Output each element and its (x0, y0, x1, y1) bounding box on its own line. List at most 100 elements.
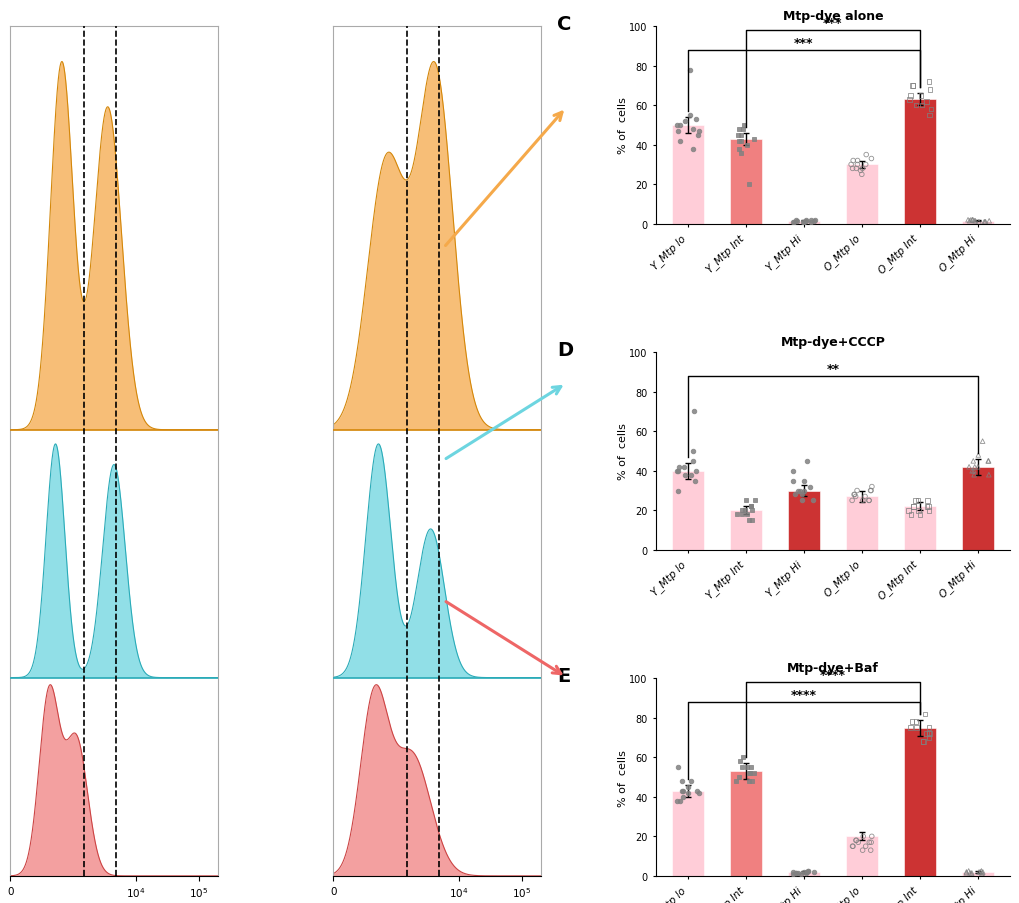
Point (671, 794, 687, 808)
Bar (672, 471, 703, 550)
Point (794, 494, 810, 508)
Point (682, 774, 698, 788)
Point (862, 843, 878, 858)
Point (965, 468, 981, 482)
Point (911, 507, 927, 522)
Point (900, 504, 916, 518)
Point (962, 867, 978, 881)
Title: Mtp-dye+CCCP: Mtp-dye+CCCP (780, 336, 884, 349)
Point (909, 504, 925, 518)
Point (907, 721, 923, 735)
Bar (961, 221, 993, 225)
Point (919, 499, 935, 514)
Point (960, 864, 976, 879)
Point (731, 143, 747, 157)
Point (907, 494, 923, 508)
Point (842, 158, 858, 172)
Point (962, 213, 978, 228)
Point (920, 108, 936, 123)
Point (862, 152, 878, 166)
Point (798, 214, 814, 228)
Point (914, 734, 930, 749)
Point (920, 721, 936, 735)
Point (966, 460, 982, 474)
Point (920, 727, 936, 741)
Point (793, 867, 809, 881)
Point (843, 494, 859, 508)
Bar (903, 507, 935, 550)
Point (738, 760, 754, 775)
Point (788, 213, 804, 228)
Point (802, 213, 818, 228)
Point (918, 499, 934, 514)
Point (789, 484, 805, 498)
Point (736, 118, 752, 133)
Point (685, 123, 701, 137)
Point (788, 866, 804, 880)
Point (785, 215, 801, 229)
Point (796, 484, 812, 498)
Point (795, 865, 811, 880)
Point (920, 731, 936, 745)
Point (849, 835, 865, 850)
Point (730, 123, 746, 137)
Point (914, 734, 930, 749)
Point (728, 774, 744, 788)
Point (853, 168, 869, 182)
Point (849, 158, 865, 172)
Point (918, 494, 934, 508)
Point (672, 118, 688, 133)
Point (669, 484, 686, 498)
Point (800, 864, 816, 879)
Point (863, 829, 879, 843)
Point (907, 98, 923, 113)
Y-axis label: % of  cells: % of cells (618, 98, 628, 154)
Point (973, 434, 989, 449)
Point (979, 454, 996, 469)
Point (920, 75, 936, 89)
Point (691, 786, 707, 800)
Point (912, 89, 928, 104)
Point (922, 103, 938, 117)
Point (844, 154, 860, 169)
Point (733, 507, 749, 522)
Point (679, 780, 695, 795)
Point (969, 460, 985, 474)
Point (965, 214, 981, 228)
Point (738, 138, 754, 153)
Point (860, 494, 876, 508)
Point (789, 866, 805, 880)
Title: Mtp-dye+Baf: Mtp-dye+Baf (787, 662, 878, 675)
Point (969, 448, 985, 462)
Point (688, 113, 704, 127)
Point (688, 464, 704, 479)
Bar (961, 872, 993, 876)
Point (971, 865, 987, 880)
Bar (788, 872, 819, 876)
Point (916, 707, 932, 721)
Point (903, 714, 919, 729)
Point (965, 464, 981, 479)
Point (901, 93, 917, 107)
Point (917, 727, 933, 741)
Bar (845, 836, 877, 876)
Point (791, 484, 807, 498)
Point (787, 866, 803, 880)
Point (784, 474, 800, 489)
Point (921, 83, 937, 98)
Point (961, 866, 977, 880)
Point (742, 499, 758, 514)
Text: C: C (556, 15, 571, 34)
Point (905, 499, 921, 514)
Point (963, 866, 979, 880)
Point (973, 866, 989, 880)
Point (844, 839, 860, 853)
Point (668, 125, 685, 139)
Point (797, 866, 813, 880)
Point (794, 215, 810, 229)
Point (905, 499, 921, 514)
Point (904, 79, 920, 94)
Point (805, 865, 821, 880)
Point (972, 864, 988, 879)
Point (844, 839, 860, 853)
